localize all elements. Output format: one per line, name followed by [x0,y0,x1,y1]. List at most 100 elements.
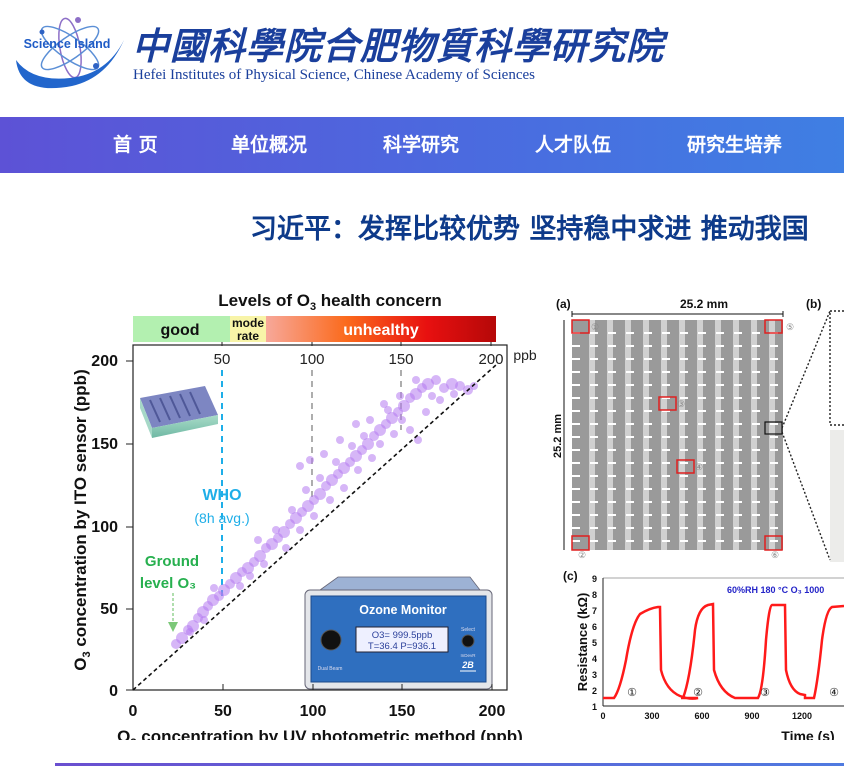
news-headline[interactable]: 习近平：发挥比较优势 坚持稳中求进 推动我国 [250,214,809,245]
scatter-points [171,375,478,649]
logo-swoosh [16,40,124,89]
monitor-brand-small: InDevR [460,653,476,658]
svg-text:8: 8 [592,590,597,600]
panel-b-frame [829,310,844,426]
science-island-logo[interactable]: Science Island [12,8,130,94]
svg-text:②: ② [578,550,586,560]
svg-text:①: ① [627,687,637,699]
monitor-title: Ozone Monitor [359,603,447,617]
svg-text:100: 100 [300,703,327,720]
svg-text:4: 4 [592,654,597,664]
svg-text:0: 0 [109,683,118,700]
svg-text:①: ① [591,322,599,332]
sensor-array-panel: (a) 25.2 mm 25.2 mm [552,297,844,562]
resistance-x-ticks: 0 300 600 900 1200 [600,711,812,721]
news-figure: Levels of O3 health concern good mode ra… [71,291,844,740]
svg-text:2: 2 [592,686,597,696]
top-axis: 50 100 150 200 ppb [214,342,537,368]
svg-text:③: ③ [677,399,685,409]
svg-text:200: 200 [479,703,506,720]
svg-text:200: 200 [478,351,503,368]
monitor-brand: 2B [461,660,474,670]
svg-text:300: 300 [644,711,659,721]
resistance-line-chart: (c) 9 8 7 6 5 4 3 2 1 Resistance (kΩ) 0 … [563,569,844,740]
svg-text:100: 100 [299,351,324,368]
nav-item-research[interactable]: 科学研究 [383,134,460,156]
site-title-en: Hefei Institutes of Physical Science, Ch… [133,67,535,83]
top-axis-unit: ppb [513,347,537,363]
monitor-select-label: Select [461,627,476,633]
svg-text:3: 3 [592,670,597,680]
grid-columns [589,320,775,550]
nav-item-about[interactable]: 单位概况 [231,134,308,156]
health-concern-bar: good mode rate unhealthy [133,316,496,343]
ground-level-label-2: level O₃ [140,575,196,592]
reference-line [132,364,497,691]
conditions-label: 60%RH 180 °C O₃ 1000 [727,585,824,595]
y-axis-label: O3 concentration by ITO sensor (ppb) [71,369,93,670]
svg-text:⑤: ⑤ [786,322,794,332]
band-moderate [230,316,266,342]
svg-text:⑥: ⑥ [771,550,779,560]
svg-text:900: 900 [744,711,759,721]
svg-text:6: 6 [592,622,597,632]
monitor-left-label: Dual Beam [318,666,343,672]
resistance-y-label: Resistance (kΩ) [575,593,590,692]
svg-text:7: 7 [592,606,597,616]
band-unhealthy-label: unhealthy [343,322,419,339]
svg-text:④: ④ [695,462,703,472]
panel-b-label: (b) [806,297,821,311]
nav-item-talent[interactable]: 人才队伍 [535,134,612,156]
nav-item-graduate[interactable]: 研究生培养 [687,134,783,156]
ozone-scatter-chart: Levels of O3 health concern good mode ra… [71,291,537,740]
svg-text:50: 50 [214,703,232,720]
resistance-y-ticks: 9 8 7 6 5 4 3 2 1 [592,574,597,712]
band-moderate-label-1: mode [232,316,264,330]
svg-text:50: 50 [100,601,118,618]
band-good [133,316,230,342]
ozone-monitor-illustration: Ozone Monitor O3= 999.5ppb T=36.4 P=936.… [304,576,493,690]
svg-text:③: ③ [760,687,770,699]
who-label: WHO [202,487,241,504]
width-label: 25.2 mm [680,297,728,311]
site-title-cn: 中國科學院合肥物質科學研究院 [132,24,664,68]
resistance-curve [603,602,844,700]
svg-text:150: 150 [91,436,118,453]
logo-text: Science Island [24,37,111,51]
panel-b-image [830,430,844,562]
monitor-line-2: T=36.4 P=936.1 [368,641,436,652]
arrow-down-icon [168,622,178,632]
band-good-label: good [160,322,199,339]
cycle-markers: ① ② ③ ④ [627,687,839,699]
svg-text:9: 9 [592,574,597,584]
svg-text:50: 50 [214,351,231,368]
x-axis-label: O3 concentration by UV photometric metho… [117,727,523,740]
svg-text:0: 0 [600,711,605,721]
svg-text:1: 1 [592,702,597,712]
svg-text:200: 200 [91,353,118,370]
svg-text:150: 150 [388,351,413,368]
position-markers: ① ② ③ ④ ⑤ ⑥ [578,322,794,560]
svg-text:150: 150 [389,703,416,720]
svg-text:0: 0 [129,703,138,720]
svg-text:④: ④ [829,687,839,699]
site-header: Science Island 中國科學院合肥物質科學研究院 Hefei Inst… [0,0,844,117]
section-divider [55,763,844,766]
chart-title: Levels of O3 health concern [218,291,441,313]
panel-c-label: (c) [563,569,578,583]
resistance-x-label: Time (s) [781,728,834,740]
ground-level-label-1: Ground [145,553,199,570]
main-nav: 首 页 单位概况 科学研究 人才队伍 研究生培养 [0,117,844,173]
svg-text:②: ② [693,687,703,699]
nav-item-home[interactable]: 首 页 [113,134,158,156]
who-sub-label: (8h avg.) [194,510,249,526]
y-axis: 200 150 100 50 0 [91,353,133,700]
height-label: 25.2 mm [552,414,564,458]
svg-text:600: 600 [694,711,709,721]
panel-a-label: (a) [556,297,571,311]
x-axis: 0 50 100 150 200 [129,684,506,720]
band-unhealthy [266,316,496,342]
ito-sensor-illustration [140,386,218,438]
monitor-line-1: O3= 999.5ppb [372,630,432,641]
svg-text:1200: 1200 [792,711,812,721]
